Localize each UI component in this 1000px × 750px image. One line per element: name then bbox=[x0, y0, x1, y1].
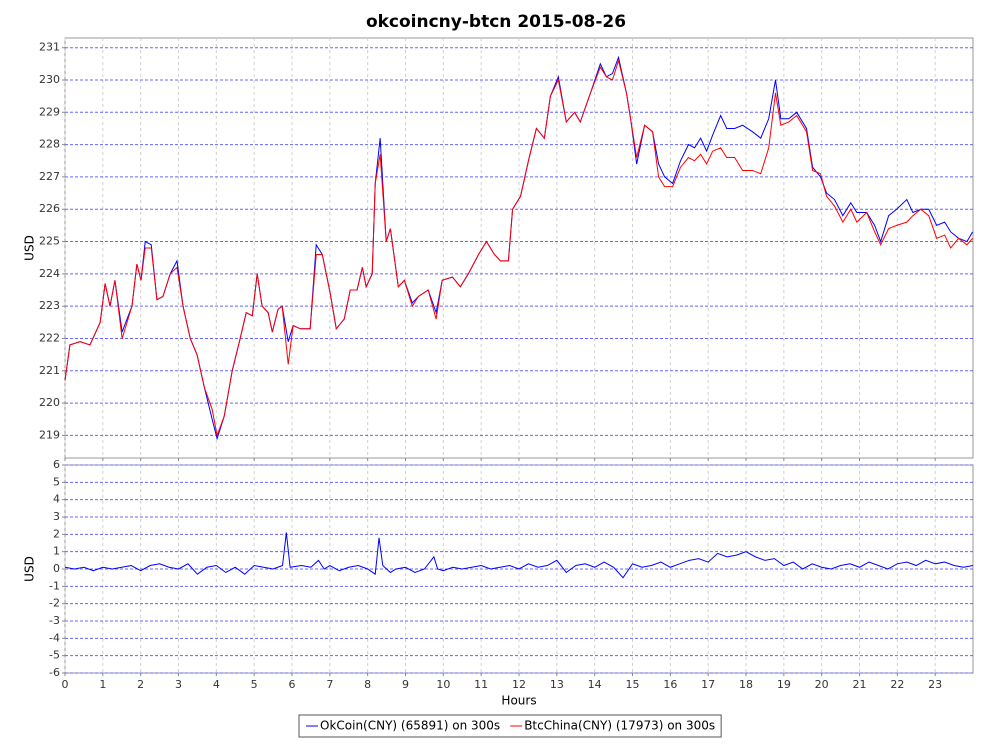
series-line bbox=[64, 58, 973, 438]
y-axis-label: USD bbox=[23, 556, 37, 582]
x-axis-label: Hours bbox=[501, 694, 536, 708]
legend: OkCoin(CNY) (65891) on 300s BtcChina(CNY)… bbox=[298, 714, 722, 738]
legend-label: OkCoin(CNY) (65891) on 300s bbox=[320, 719, 500, 733]
y-tick-label: 4 bbox=[53, 493, 60, 506]
y-tick-label: 220 bbox=[39, 396, 60, 409]
series-line bbox=[64, 532, 974, 579]
legend-label: BtcChina(CNY) (17973) on 300s bbox=[524, 719, 715, 733]
x-tick-label: 23 bbox=[928, 678, 942, 691]
y-tick-label: 5 bbox=[53, 475, 60, 488]
y-tick-label: -2 bbox=[49, 597, 60, 610]
x-tick-label: 19 bbox=[777, 678, 791, 691]
y-tick-label: -1 bbox=[49, 579, 60, 592]
x-tick-label: 14 bbox=[588, 678, 602, 691]
y-tick-label: 229 bbox=[39, 105, 60, 118]
x-tick-label: 22 bbox=[890, 678, 904, 691]
x-tick-label: 18 bbox=[739, 678, 753, 691]
y-tick-label: 223 bbox=[39, 299, 60, 312]
x-tick-label: 6 bbox=[289, 678, 296, 691]
x-tick-label: 17 bbox=[701, 678, 715, 691]
x-tick-label: 12 bbox=[512, 678, 526, 691]
y-tick-label: -3 bbox=[49, 614, 60, 627]
y-tick-label: 225 bbox=[39, 235, 60, 248]
y-axis-label: USD bbox=[23, 235, 37, 261]
y-tick-label: 3 bbox=[53, 510, 60, 523]
y-tick-label: 228 bbox=[39, 138, 60, 151]
x-tick-label: 21 bbox=[853, 678, 867, 691]
x-tick-label: 8 bbox=[364, 678, 371, 691]
x-tick-label: 10 bbox=[436, 678, 450, 691]
y-tick-label: 231 bbox=[39, 41, 60, 54]
x-tick-label: 1 bbox=[99, 678, 106, 691]
x-tick-label: 0 bbox=[62, 678, 69, 691]
y-tick-label: 6 bbox=[53, 458, 60, 471]
y-tick-label: 226 bbox=[39, 202, 60, 215]
y-tick-label: 221 bbox=[39, 364, 60, 377]
x-tick-label: 16 bbox=[663, 678, 677, 691]
legend-frame bbox=[298, 714, 722, 738]
y-tick-label: 1 bbox=[53, 545, 60, 558]
x-tick-label: 20 bbox=[815, 678, 829, 691]
y-tick-label: 222 bbox=[39, 331, 60, 344]
x-tick-label: 9 bbox=[402, 678, 409, 691]
x-tick-label: 3 bbox=[175, 678, 182, 691]
x-tick-label: 15 bbox=[626, 678, 640, 691]
y-tick-label: 0 bbox=[53, 562, 60, 575]
x-tick-label: 4 bbox=[213, 678, 220, 691]
y-tick-label: 224 bbox=[39, 267, 60, 280]
y-tick-label: 2 bbox=[53, 527, 60, 540]
x-tick-label: 13 bbox=[550, 678, 564, 691]
y-tick-label: -5 bbox=[49, 649, 60, 662]
y-tick-label: 219 bbox=[39, 428, 60, 441]
x-tick-label: 5 bbox=[251, 678, 258, 691]
y-tick-label: 227 bbox=[39, 170, 60, 183]
x-tick-label: 11 bbox=[474, 678, 488, 691]
y-tick-label: 230 bbox=[39, 73, 60, 86]
chart-title: okcoincny-btcn 2015-08-26 bbox=[366, 12, 626, 32]
x-tick-label: 7 bbox=[326, 678, 333, 691]
y-tick-label: -4 bbox=[49, 631, 60, 644]
x-tick-label: 2 bbox=[137, 678, 144, 691]
y-tick-label: -6 bbox=[49, 666, 60, 679]
